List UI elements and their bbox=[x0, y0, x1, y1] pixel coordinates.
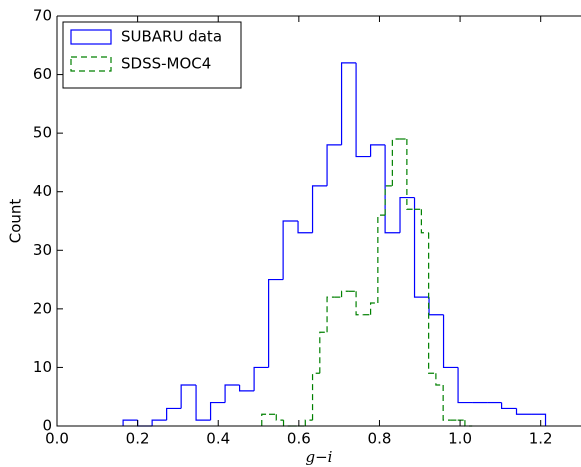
histogram-bin bbox=[268, 278, 284, 368]
histogram-bin bbox=[399, 196, 415, 233]
x-tick-label: 1.0 bbox=[448, 430, 472, 448]
histogram-bin bbox=[369, 144, 386, 157]
histogram-bin bbox=[304, 419, 313, 426]
y-tick-label: 70 bbox=[33, 7, 52, 25]
histogram-bin bbox=[326, 296, 335, 333]
histogram-bin bbox=[195, 385, 211, 421]
histogram-bin bbox=[457, 367, 473, 404]
histogram-bin bbox=[275, 414, 284, 421]
histogram-bin bbox=[253, 366, 269, 391]
histogram-bin bbox=[137, 420, 153, 427]
histogram-bin bbox=[420, 209, 429, 234]
histogram-bin bbox=[319, 331, 328, 374]
histogram-bin bbox=[428, 297, 444, 316]
y-tick-label: 10 bbox=[33, 358, 52, 376]
histogram-bin bbox=[464, 420, 473, 427]
histogram-bin bbox=[166, 407, 182, 421]
histogram-bin bbox=[369, 302, 378, 315]
histogram-bin bbox=[377, 214, 386, 303]
y-tick-label: 0 bbox=[42, 417, 52, 435]
histogram-bin bbox=[500, 402, 517, 410]
legend-swatch bbox=[70, 29, 112, 45]
histogram-bin bbox=[391, 138, 400, 186]
histogram-bin bbox=[442, 385, 451, 421]
legend-label: SUBARU data bbox=[121, 28, 222, 46]
histogram-bin bbox=[311, 372, 320, 421]
histogram-bin bbox=[413, 197, 430, 298]
histogram-bin bbox=[442, 314, 459, 369]
x-tick-label: 0.4 bbox=[206, 430, 230, 448]
y-tick-label: 20 bbox=[33, 299, 52, 317]
y-tick-label: 50 bbox=[33, 124, 52, 142]
histogram-bin bbox=[384, 144, 401, 234]
histogram-bin bbox=[384, 185, 393, 216]
histogram-bin bbox=[224, 384, 240, 403]
x-tick-label: 1.2 bbox=[529, 430, 553, 448]
x-axis-label: g−i bbox=[306, 448, 333, 466]
histogram-bin bbox=[282, 220, 299, 280]
histogram-bin bbox=[531, 413, 547, 426]
y-tick-label: 30 bbox=[33, 241, 52, 259]
histogram-bin bbox=[515, 408, 532, 415]
y-tick-label: 60 bbox=[33, 65, 52, 83]
histogram-bin bbox=[406, 139, 415, 210]
histogram-bin bbox=[122, 419, 138, 426]
x-tick-label: 0.0 bbox=[45, 430, 69, 448]
histogram-bin bbox=[355, 291, 364, 316]
y-tick-label: 40 bbox=[33, 182, 52, 200]
histogram-bin bbox=[355, 62, 371, 158]
histogram-bin bbox=[151, 419, 167, 426]
histogram-bin bbox=[340, 290, 349, 298]
histogram-bin bbox=[261, 413, 270, 426]
y-axis-label: Count bbox=[7, 199, 25, 244]
x-tick-label: 0.6 bbox=[287, 430, 311, 448]
histogram-bin bbox=[435, 373, 444, 386]
legend-swatch bbox=[70, 56, 112, 72]
x-tick-label: 0.8 bbox=[368, 430, 392, 448]
histogram-bin bbox=[238, 385, 255, 392]
histogram-bin bbox=[340, 62, 357, 145]
histogram-bin bbox=[282, 420, 291, 427]
histogram-bin bbox=[428, 232, 436, 374]
x-tick-label: 0.2 bbox=[126, 430, 150, 448]
histogram-bin bbox=[311, 185, 328, 233]
histogram-bin bbox=[297, 221, 313, 234]
legend-box bbox=[62, 21, 242, 89]
histogram-bin bbox=[180, 384, 197, 409]
legend-label: SDSS-MOC4 bbox=[121, 55, 211, 73]
histogram-bin bbox=[209, 401, 226, 421]
histogram-bin bbox=[326, 144, 342, 186]
